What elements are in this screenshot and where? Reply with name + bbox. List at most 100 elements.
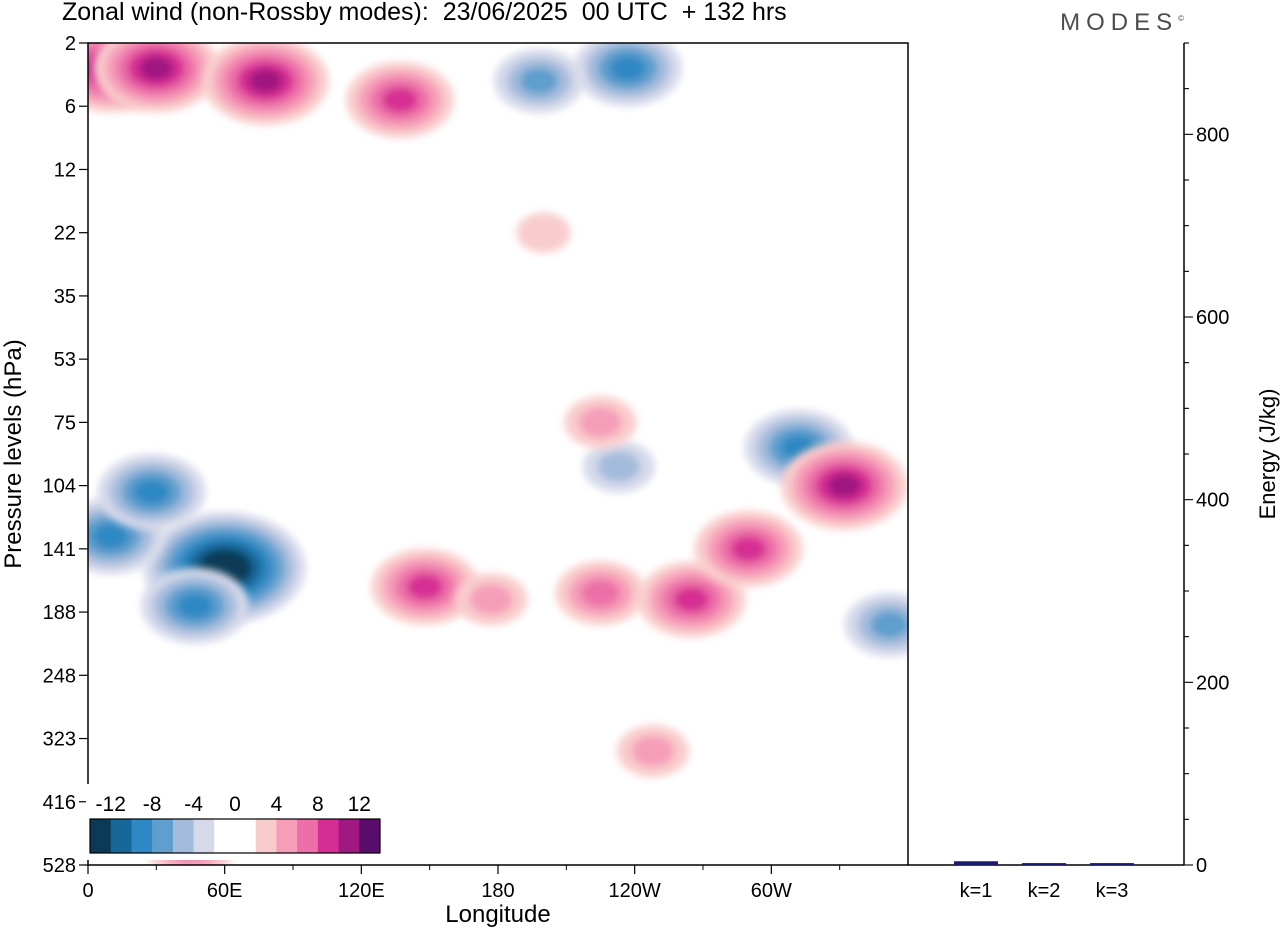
field-feature-14 [455,573,528,626]
energy-category-label: k=2 [1028,880,1061,902]
y-tick-label: 528 [43,855,76,877]
energy-category-label: k=1 [960,880,993,902]
field-feature-11 [202,43,329,125]
field-contour [177,593,214,619]
x-tick-label: 60E [207,880,243,902]
field-contour [673,586,710,613]
field-feature-18 [781,441,908,530]
colorbar-swatch [193,819,215,853]
energy-axis-label: Energy (J/kg) [1255,389,1280,520]
y-tick-label: 53 [54,349,76,371]
colorbar-swatch [131,819,153,853]
field-contour [407,574,444,600]
colorbar-label: -8 [143,793,162,816]
colorbar-swatch [235,819,257,853]
field-feature-4 [573,43,682,107]
heatmap-axes: 0 60E 120E 180 120W 60W 2 6 12 22 35 53 75 104 141 188 2… [43,33,841,902]
field-contour [581,579,620,607]
x-tick-label: 120E [338,880,385,902]
energy-tick-label: 400 [1196,490,1229,512]
field-feature-15 [555,561,646,626]
colorbar-swatch [338,819,360,853]
field-contour [139,56,174,81]
field-feature-20 [516,212,571,253]
field-feature-8 [582,440,655,493]
field-feature-10 [93,43,220,113]
field-feature-19 [564,396,637,449]
colorbar-swatch [276,819,298,853]
energy-bar [954,861,998,865]
field-contour [730,536,767,562]
field-feature-12 [346,61,455,138]
x-tick-label: 120W [609,880,661,902]
colorbar-swatch [90,819,112,853]
field-contour [519,67,559,95]
field-contour [631,735,675,767]
field-contour [469,583,513,616]
energy-tick-label: 800 [1196,124,1229,146]
energy-bar-panel: 0 200 400 600 800 k=1 k=2 k=3 [908,42,1229,902]
colorbar-swatch [297,819,319,853]
field-feature-17 [694,510,803,587]
y-tick-label: 75 [54,412,76,434]
y-tick-label: 22 [54,223,76,245]
x-tick-label: 180 [481,880,514,902]
colorbar-swatch [214,819,236,853]
field-contour [382,87,419,113]
field-feature-22 [616,725,689,778]
y-axis-label: Pressure levels (hPa) [0,339,27,568]
y-tick-label: 141 [43,539,76,561]
colorbar: -12 -8 -4 0 4 8 12 [86,784,386,860]
x-axis-label: Longitude [445,901,550,928]
y-tick-label: 104 [43,476,76,498]
energy-category-label: k=3 [1096,880,1129,902]
field-contour [597,451,641,483]
colorbar-swatch [359,819,381,853]
field-feature-3 [97,453,206,530]
energy-bar [1022,863,1066,865]
y-tick-label: 248 [43,665,76,687]
field-feature-5 [494,48,584,113]
field-contour [92,523,129,549]
heatmap-plot-area [88,43,908,865]
y-tick-label: 12 [54,159,76,181]
y-tick-label: 35 [54,286,76,308]
energy-tick-label: 0 [1196,855,1207,877]
field-contour [827,473,862,498]
field-feature-13 [371,548,480,625]
colorbar-frame [89,818,381,854]
colorbar-label: 8 [312,793,324,816]
x-tick-label: 60W [751,880,792,902]
brand-logo: MODES© [1060,9,1184,37]
heatmap-field [88,43,908,865]
field-contour [248,68,283,93]
brand-text: MODES [1060,9,1179,36]
brand-mark: © [1178,14,1184,23]
chart-title: Zonal wind (non-Rossby modes): 23/06/202… [62,0,787,26]
field-contour [870,611,908,639]
energy-tick-label: 200 [1196,672,1229,694]
energy-tick-label: 600 [1196,307,1229,329]
colorbar-label: 12 [348,793,371,816]
field-contour [578,406,623,438]
colorbar-swatch [152,819,174,853]
colorbar-swatch [317,819,339,853]
y-tick-label: 416 [43,792,76,814]
y-tick-label: 323 [43,729,76,751]
colorbar-label: 4 [271,793,283,816]
field-contour [609,55,646,81]
colorbar-swatch [172,819,194,853]
x-tick-label: 0 [82,880,93,902]
field-feature-1 [141,567,250,644]
colorbar-label: -12 [96,793,126,816]
field-feature-7 [844,592,908,657]
y-tick-label: 6 [65,96,76,118]
field-contour [133,479,170,505]
y-tick-label: 188 [43,602,76,624]
y-tick-label: 2 [65,33,76,55]
colorbar-label: -4 [184,793,203,816]
field-contour [516,212,571,253]
colorbar-swatch [255,819,277,853]
colorbar-label: 0 [229,793,241,816]
